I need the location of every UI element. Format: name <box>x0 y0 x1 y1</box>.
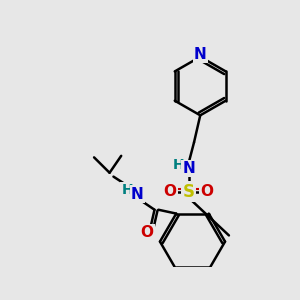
Text: N: N <box>131 187 144 202</box>
Text: N: N <box>194 47 207 62</box>
Text: O: O <box>140 225 153 240</box>
Text: H: H <box>122 184 133 197</box>
Text: O: O <box>164 184 176 199</box>
Text: N: N <box>182 161 195 176</box>
Text: H: H <box>173 158 184 172</box>
Text: O: O <box>201 184 214 199</box>
Text: S: S <box>183 182 195 200</box>
